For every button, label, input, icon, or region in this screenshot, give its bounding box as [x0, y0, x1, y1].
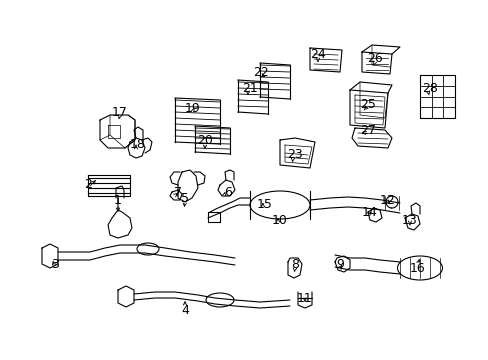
Text: 18: 18: [130, 139, 145, 152]
Text: 24: 24: [309, 49, 325, 62]
Text: 13: 13: [401, 213, 417, 226]
Text: 19: 19: [185, 102, 201, 114]
Text: 9: 9: [335, 258, 343, 271]
Text: 2: 2: [84, 179, 92, 192]
Text: 17: 17: [112, 105, 128, 118]
Text: 23: 23: [286, 148, 302, 162]
Text: 22: 22: [253, 66, 268, 78]
Text: 7: 7: [174, 186, 182, 199]
Text: 1: 1: [114, 194, 122, 207]
Text: 28: 28: [421, 81, 437, 94]
Text: 5: 5: [181, 192, 189, 204]
Text: 3: 3: [51, 258, 59, 271]
Text: 25: 25: [359, 99, 375, 112]
Text: 11: 11: [297, 292, 312, 305]
Text: 20: 20: [197, 134, 212, 147]
Text: 12: 12: [379, 194, 395, 207]
Text: 10: 10: [271, 213, 287, 226]
Text: 14: 14: [362, 207, 377, 220]
Text: 21: 21: [242, 81, 257, 94]
Text: 8: 8: [290, 258, 298, 271]
Text: 6: 6: [224, 186, 231, 199]
Text: 4: 4: [181, 303, 188, 316]
Text: 16: 16: [409, 261, 425, 274]
Text: 15: 15: [257, 198, 272, 211]
Text: 26: 26: [366, 51, 382, 64]
Text: 27: 27: [359, 123, 375, 136]
